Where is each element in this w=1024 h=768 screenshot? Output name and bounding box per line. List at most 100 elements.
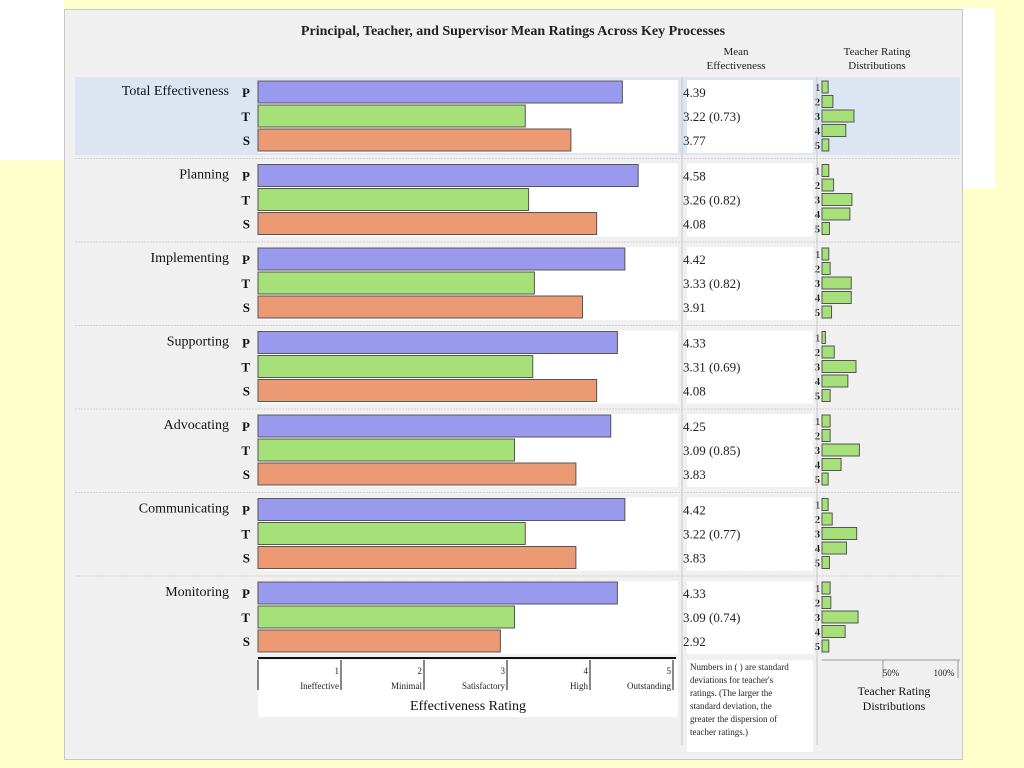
dist-bar (821, 331, 826, 344)
bar-T (257, 271, 535, 295)
mean-header-line-1: Mean (723, 46, 749, 58)
mean-value-T: 3.22 (0.73) (683, 109, 740, 124)
mean-value-S: 3.77 (683, 133, 706, 148)
mean-value-P: 4.33 (683, 586, 706, 601)
bar-P (257, 247, 626, 271)
group-label: Implementing (150, 251, 229, 266)
dist-bar (821, 305, 833, 319)
dist-bar (821, 581, 831, 595)
note-background (687, 660, 813, 752)
rater-code-T: T (241, 610, 250, 625)
mean-header-line-2: Effectiveness (706, 60, 765, 72)
mean-value-P: 4.39 (683, 85, 706, 100)
x-tick-number: 4 (584, 666, 589, 676)
x-tick-label: High (570, 681, 589, 691)
mean-value-S: 3.83 (683, 551, 706, 566)
group-label: Advocating (164, 418, 229, 433)
bar-S (257, 128, 572, 152)
dist-bar (821, 429, 831, 442)
mean-value-S: 3.91 (683, 300, 706, 315)
bar-T (257, 522, 526, 545)
dist-bar (821, 178, 835, 192)
footnote-line: Numbers in ( ) are standard (690, 662, 789, 672)
dist-bar (821, 639, 830, 653)
bar-T (257, 188, 530, 211)
rater-code-T: T (241, 443, 250, 458)
dist-bar (821, 262, 831, 275)
mean-value-P: 4.25 (683, 419, 706, 434)
rater-code-S: S (243, 384, 250, 399)
dist-bar (821, 345, 835, 359)
footnote-line: standard deviation, the (690, 701, 772, 711)
group-label: Total Effectiveness (122, 84, 229, 99)
rater-code-P: P (242, 336, 250, 351)
rater-code-T: T (241, 527, 250, 542)
dist-bar (821, 625, 846, 638)
dist-bar (821, 276, 852, 290)
rater-code-T: T (241, 193, 250, 208)
rater-code-S: S (243, 217, 250, 232)
dist-bar (821, 610, 859, 624)
bar-S (257, 212, 598, 235)
dist-header-line-2: Distributions (848, 60, 905, 72)
mean-value-T: 3.26 (0.82) (683, 193, 740, 208)
dist-bar (821, 458, 842, 471)
chart-panel: Principal, Teacher, and Supervisor Mean … (64, 9, 963, 760)
mean-area-background (687, 330, 813, 404)
mean-area-background (687, 163, 813, 237)
mean-value-P: 4.42 (683, 252, 706, 267)
x-tick-label: Minimal (391, 681, 422, 691)
dist-bar (821, 389, 831, 402)
mean-value-S: 4.08 (683, 217, 706, 232)
chart-title: Principal, Teacher, and Supervisor Mean … (301, 24, 726, 39)
x-tick-label: Satisfactory (462, 681, 505, 691)
mean-value-P: 4.42 (683, 503, 706, 518)
bar-T (257, 104, 526, 128)
bar-P (257, 414, 612, 438)
mean-area-background (687, 581, 813, 654)
dist-bar (821, 207, 851, 221)
dist-bar (821, 247, 830, 261)
bar-P (257, 581, 618, 605)
x-tick-number: 3 (501, 666, 506, 676)
rater-code-S: S (243, 467, 250, 482)
dist-bar (821, 374, 849, 388)
bar-S (257, 295, 584, 319)
dist-header-line-1: Teacher Rating (844, 46, 911, 58)
bar-P (257, 80, 623, 104)
dist-bar (821, 360, 857, 373)
dist-bar (821, 80, 829, 94)
bar-S (257, 379, 598, 402)
background-patch-left (0, 0, 64, 160)
background-patch-right (961, 8, 995, 188)
rater-code-P: P (242, 586, 250, 601)
rater-code-T: T (241, 276, 250, 291)
group-label: Monitoring (165, 585, 229, 600)
dist-bar (821, 527, 858, 540)
footnote-line: greater the dispersion of (690, 714, 777, 724)
dist-bar (821, 124, 847, 137)
mean-value-T: 3.09 (0.74) (683, 610, 740, 625)
bar-P (257, 164, 639, 187)
dist-bar (821, 472, 829, 486)
dist-footer-line-1: Teacher Rating (858, 684, 931, 698)
rater-code-P: P (242, 169, 250, 184)
bar-S (257, 546, 577, 569)
mean-area-background (687, 414, 813, 487)
rater-code-P: P (242, 419, 250, 434)
dist-bar (821, 556, 830, 569)
mean-area-background (687, 80, 813, 153)
x-tick-number: 2 (418, 666, 423, 676)
group-label: Communicating (139, 502, 229, 517)
footnote-line: deviations for teacher's (690, 675, 774, 685)
mean-value-P: 4.58 (683, 169, 706, 184)
mean-area-background (687, 497, 813, 571)
dist-tick-label-50: 50% (883, 668, 900, 678)
footnote-line: teacher ratings.) (690, 727, 748, 737)
dist-bar (821, 443, 860, 457)
rater-code-S: S (243, 634, 250, 649)
rater-code-S: S (243, 551, 250, 566)
x-tick-label: Ineffective (300, 681, 339, 691)
bar-T (257, 605, 515, 629)
dist-bar (821, 222, 830, 235)
